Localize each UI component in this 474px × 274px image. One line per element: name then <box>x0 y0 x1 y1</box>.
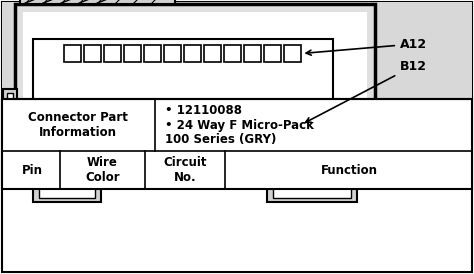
Bar <box>287 156 307 166</box>
Bar <box>145 45 162 62</box>
Bar <box>7 93 13 140</box>
Bar <box>15 4 375 174</box>
Bar <box>2 99 472 189</box>
Bar <box>264 116 282 133</box>
Bar <box>125 45 142 62</box>
Text: Pin: Pin <box>21 164 43 176</box>
Bar <box>184 45 201 62</box>
Bar <box>204 116 221 133</box>
Bar <box>64 116 82 133</box>
Bar <box>245 116 262 133</box>
Text: Wire
Color: Wire Color <box>85 156 120 184</box>
Bar <box>225 45 241 62</box>
Bar <box>267 156 357 202</box>
Text: Circuit
No.: Circuit No. <box>163 156 207 184</box>
Text: Connector Part
Information: Connector Part Information <box>27 111 128 139</box>
Bar <box>125 116 142 133</box>
Bar <box>2 2 472 99</box>
Bar <box>245 45 262 62</box>
Bar <box>164 45 182 62</box>
Bar <box>264 45 282 62</box>
Bar <box>204 45 221 62</box>
Bar <box>284 45 301 62</box>
Bar <box>3 89 17 144</box>
Bar <box>164 116 182 133</box>
Bar <box>84 45 101 62</box>
Bar <box>39 164 95 198</box>
Bar <box>33 39 333 139</box>
Bar <box>315 156 335 166</box>
Bar <box>84 116 101 133</box>
Text: A12: A12 <box>306 38 427 55</box>
Bar <box>51 156 79 166</box>
Bar <box>225 116 241 133</box>
Bar <box>33 156 101 202</box>
Bar <box>104 116 121 133</box>
Bar <box>184 116 201 133</box>
Bar <box>64 45 82 62</box>
Bar <box>273 164 351 198</box>
Bar <box>145 116 162 133</box>
Text: • 12110088
• 24 Way F Micro-Pack
100 Series (GRY): • 12110088 • 24 Way F Micro-Pack 100 Ser… <box>165 104 314 147</box>
Text: Function: Function <box>321 164 378 176</box>
Bar <box>284 116 301 133</box>
Text: B12: B12 <box>306 59 427 122</box>
Bar <box>23 12 367 166</box>
Polygon shape <box>20 0 175 4</box>
Bar <box>104 45 121 62</box>
